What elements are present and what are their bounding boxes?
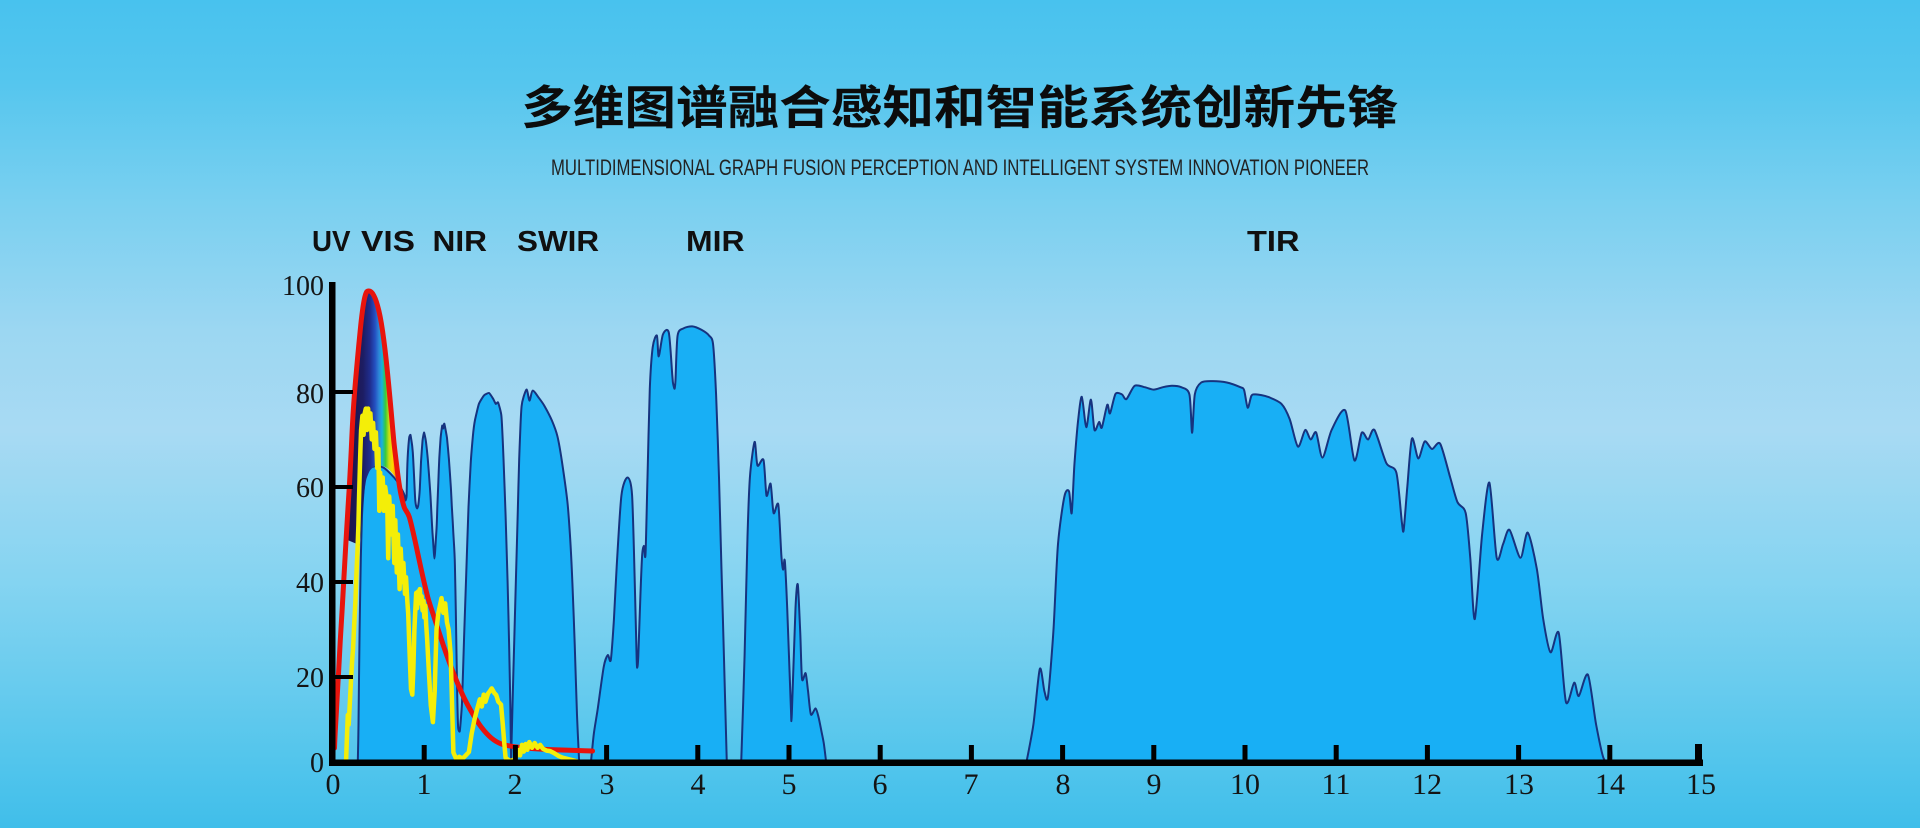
svg-text:12: 12	[1412, 768, 1442, 801]
svg-text:4: 4	[691, 768, 706, 801]
svg-text:0: 0	[326, 768, 341, 801]
svg-text:MIR: MIR	[686, 226, 745, 258]
svg-text:100: 100	[282, 271, 324, 302]
svg-text:0: 0	[310, 748, 324, 779]
svg-text:13: 13	[1504, 768, 1534, 801]
svg-text:6: 6	[873, 768, 888, 801]
svg-text:1: 1	[417, 768, 432, 801]
svg-text:15: 15	[1686, 768, 1716, 801]
svg-text:20: 20	[296, 663, 324, 694]
svg-text:8: 8	[1056, 768, 1071, 801]
svg-text:UV: UV	[312, 226, 351, 258]
svg-text:60: 60	[296, 473, 324, 504]
svg-text:9: 9	[1147, 768, 1162, 801]
svg-text:80: 80	[296, 379, 324, 410]
svg-text:VIS: VIS	[361, 226, 415, 258]
svg-text:2: 2	[508, 768, 523, 801]
svg-text:5: 5	[782, 768, 797, 801]
svg-text:3: 3	[600, 768, 615, 801]
svg-text:SWIR: SWIR	[517, 226, 599, 258]
svg-text:14: 14	[1595, 768, 1625, 801]
svg-text:NIR: NIR	[433, 226, 488, 258]
svg-text:MULTIDIMENSIONAL GRAPH FUSION: MULTIDIMENSIONAL GRAPH FUSION PERCEPTION…	[551, 155, 1369, 180]
svg-text:10: 10	[1230, 768, 1260, 801]
svg-text:40: 40	[296, 568, 324, 599]
svg-text:7: 7	[964, 768, 979, 801]
svg-text:TIR: TIR	[1247, 226, 1300, 258]
svg-text:11: 11	[1322, 768, 1351, 801]
